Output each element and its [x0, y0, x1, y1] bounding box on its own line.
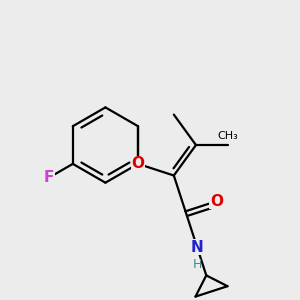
- Text: O: O: [131, 156, 145, 171]
- Text: CH₃: CH₃: [217, 131, 238, 141]
- Text: F: F: [44, 170, 54, 185]
- Text: O: O: [210, 194, 223, 209]
- Text: H: H: [192, 258, 202, 272]
- Text: N: N: [191, 240, 203, 255]
